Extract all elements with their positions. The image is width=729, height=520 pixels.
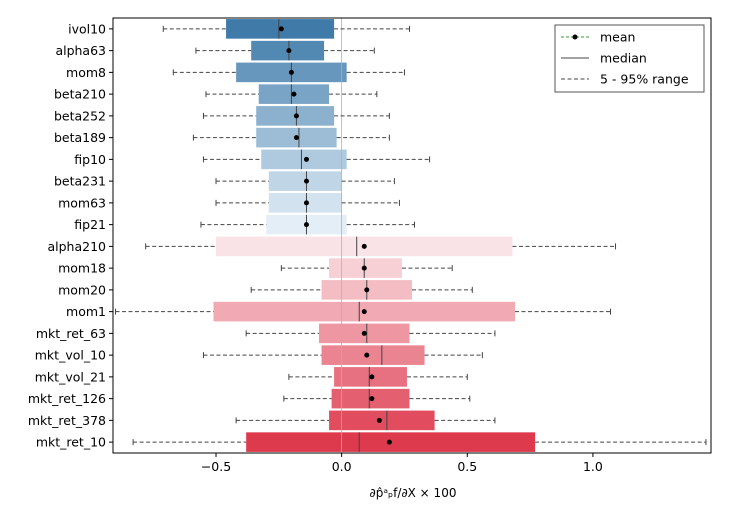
x-tick-label: 0.5 (457, 459, 477, 474)
legend-mean-label: mean (600, 30, 635, 45)
y-tick-label: fip21 (74, 217, 106, 232)
y-tick-label: beta189 (54, 130, 106, 145)
x-tick-label: 0.0 (332, 459, 352, 474)
y-tick-label: alpha210 (47, 239, 106, 254)
mean-point (291, 91, 297, 97)
mean-point (286, 48, 292, 54)
axes-frame (112, 17, 712, 454)
bar (261, 149, 347, 170)
y-tick-label: alpha63 (55, 43, 106, 58)
mean-point (303, 156, 309, 162)
y-tick-label: fip10 (74, 152, 106, 167)
y-tick-label: beta231 (54, 174, 106, 189)
legend-median-label: median (600, 51, 647, 66)
y-tick-label: mom1 (66, 304, 106, 319)
y-tick-label: mkt_ret_63 (36, 326, 106, 341)
x-tick-label: −0.5 (201, 459, 231, 474)
y-tick-label: beta210 (54, 87, 106, 102)
mean-point (376, 417, 382, 423)
mean-point (361, 330, 367, 336)
x-axis-label: ∂p̂ᵃₚf/∂X × 100 (370, 486, 457, 500)
y-tick-label: mom63 (58, 195, 106, 210)
mean-point (361, 243, 367, 249)
mean-point (369, 374, 375, 380)
y-tick-label: beta252 (54, 108, 106, 123)
mean-point (361, 309, 367, 315)
y-tick-label: mom20 (58, 282, 106, 297)
y-tick-label: mkt_ret_10 (36, 435, 106, 450)
mean-point (293, 113, 299, 119)
mean-point (303, 178, 309, 184)
mean-point (364, 352, 370, 358)
legend-mean-marker (572, 34, 578, 40)
mean-point (369, 396, 375, 402)
mean-point (293, 135, 299, 141)
y-tick-label: ivol10 (68, 21, 106, 36)
y-tick-label: mkt_vol_21 (35, 369, 106, 384)
y-tick-label: mom8 (66, 65, 106, 80)
y-tick-label: mkt_vol_10 (35, 348, 106, 363)
bar (321, 345, 425, 365)
mean-point (364, 287, 370, 293)
y-tick-label: mom18 (58, 261, 106, 276)
y-tick-label: mkt_ret_126 (28, 391, 106, 406)
mean-point (278, 26, 284, 32)
mean-point (288, 69, 294, 75)
mean-point (303, 200, 309, 206)
x-tick-label: 1.0 (583, 459, 603, 474)
plot-area: ivol10 alpha63 mom8 beta210 beta252 beta189 fi… (28, 17, 712, 474)
legend: mean median 5 - 95% range (554, 24, 705, 93)
mean-point (303, 222, 309, 228)
y-tick-label: mkt_ret_378 (28, 413, 106, 428)
mean-point (386, 439, 392, 445)
legend-range-label: 5 - 95% range (600, 72, 689, 87)
mean-point (361, 265, 367, 271)
bar (329, 410, 435, 431)
